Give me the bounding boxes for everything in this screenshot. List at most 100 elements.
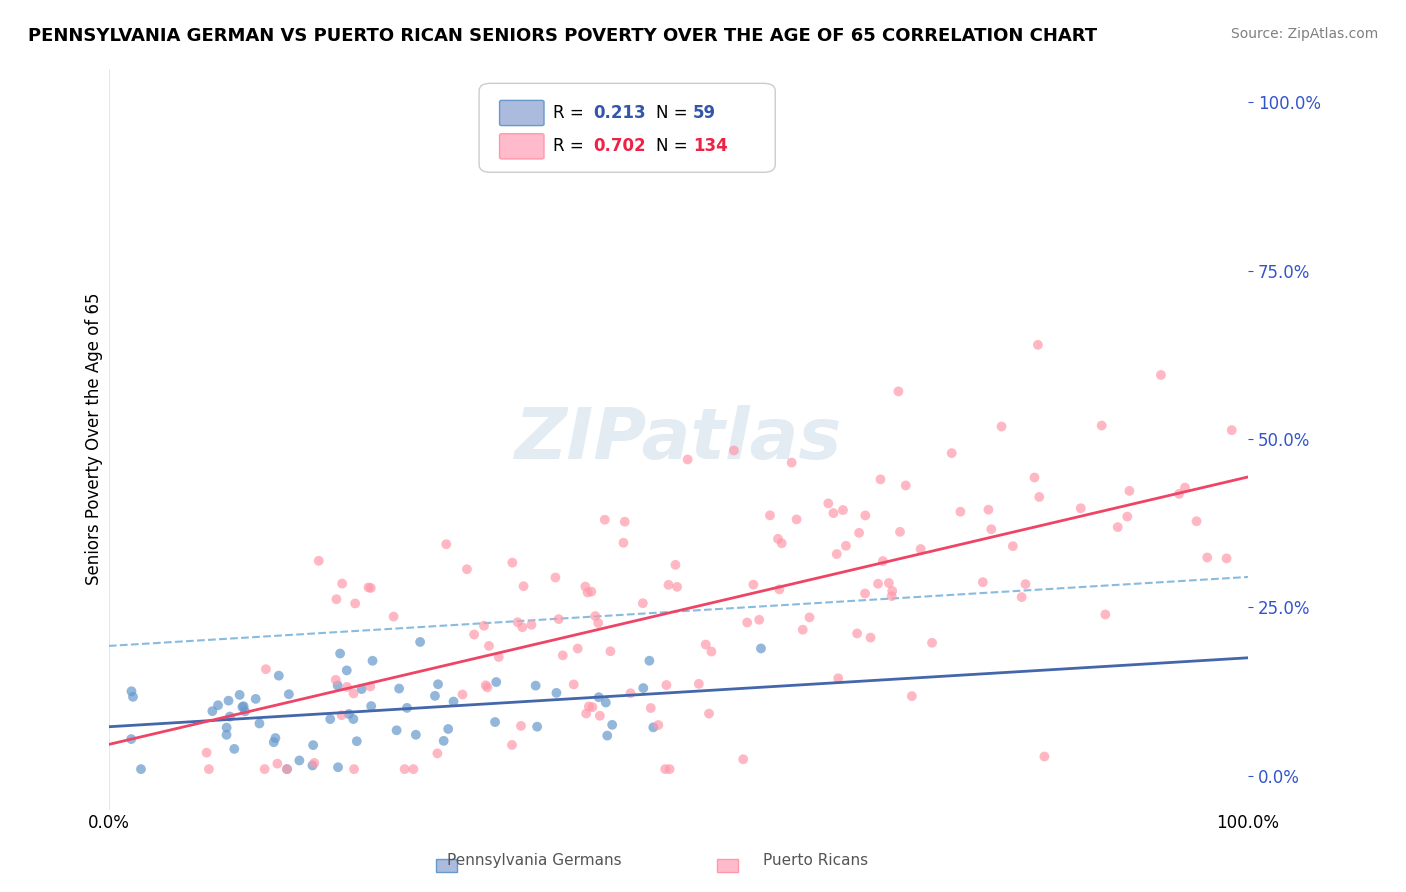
Puerto Ricans: [581, 700, 603, 714]
Puerto Ricans: [512, 579, 534, 593]
Puerto Ricans: [723, 443, 745, 458]
Text: 134: 134: [693, 137, 728, 155]
Puerto Ricans: [647, 718, 669, 732]
Puerto Ricans: [748, 613, 770, 627]
Puerto Ricans: [506, 615, 529, 630]
Puerto Ricans: [359, 680, 381, 694]
Puerto Ricans: [1024, 470, 1046, 484]
Puerto Ricans: [266, 756, 288, 771]
Pennsylvania Germans: [329, 647, 352, 661]
Puerto Ricans: [575, 706, 598, 721]
Puerto Ricans: [799, 610, 821, 624]
Puerto Ricans: [688, 677, 710, 691]
Text: R =: R =: [553, 137, 583, 155]
Puerto Ricans: [1197, 550, 1219, 565]
Puerto Ricans: [921, 636, 943, 650]
Text: PENNSYLVANIA GERMAN VS PUERTO RICAN SENIORS POVERTY OVER THE AGE OF 65 CORRELATI: PENNSYLVANIA GERMAN VS PUERTO RICAN SENI…: [28, 27, 1097, 45]
Puerto Ricans: [253, 762, 276, 776]
Puerto Ricans: [742, 577, 765, 591]
Puerto Ricans: [198, 762, 221, 776]
Puerto Ricans: [848, 525, 870, 540]
Puerto Ricans: [593, 513, 616, 527]
Pennsylvania Germans: [427, 677, 450, 691]
Puerto Ricans: [586, 615, 609, 630]
Puerto Ricans: [477, 681, 499, 695]
Puerto Ricans: [882, 583, 904, 598]
Pennsylvania Germans: [600, 718, 623, 732]
Pennsylvania Germans: [336, 664, 359, 678]
Puerto Ricans: [1070, 501, 1092, 516]
Puerto Ricans: [544, 570, 567, 584]
Puerto Ricans: [1094, 607, 1116, 622]
Pennsylvania Germans: [643, 720, 665, 734]
Puerto Ricans: [344, 597, 367, 611]
Puerto Ricans: [990, 419, 1012, 434]
Pennsylvania Germans: [337, 706, 360, 721]
Puerto Ricans: [612, 535, 634, 549]
Puerto Ricans: [581, 584, 603, 599]
Pennsylvania Germans: [224, 742, 246, 756]
Puerto Ricans: [887, 384, 910, 399]
Puerto Ricans: [664, 558, 686, 572]
Puerto Ricans: [619, 686, 641, 700]
Pennsylvania Germans: [409, 635, 432, 649]
Puerto Ricans: [520, 617, 543, 632]
Puerto Ricans: [972, 575, 994, 590]
Pennsylvania Germans: [326, 678, 349, 692]
Puerto Ricans: [1001, 539, 1024, 553]
Puerto Ricans: [770, 536, 793, 550]
Puerto Ricans: [853, 586, 876, 600]
Puerto Ricans: [501, 556, 523, 570]
Puerto Ricans: [695, 638, 717, 652]
Puerto Ricans: [501, 738, 523, 752]
Puerto Ricans: [478, 639, 501, 653]
Pennsylvania Germans: [207, 698, 229, 713]
Puerto Ricans: [880, 589, 903, 603]
Text: ZIPatlas: ZIPatlas: [515, 405, 842, 474]
Puerto Ricans: [977, 502, 1000, 516]
Pennsylvania Germans: [346, 734, 368, 748]
Puerto Ricans: [343, 762, 366, 776]
Puerto Ricans: [655, 678, 678, 692]
Pennsylvania Germans: [485, 675, 508, 690]
Pennsylvania Germans: [526, 720, 548, 734]
Puerto Ricans: [308, 554, 330, 568]
Puerto Ricans: [676, 452, 699, 467]
Puerto Ricans: [825, 547, 848, 561]
Pennsylvania Germans: [524, 679, 547, 693]
Pennsylvania Germans: [484, 714, 506, 729]
Puerto Ricans: [434, 537, 457, 551]
Puerto Ricans: [697, 706, 720, 721]
Puerto Ricans: [735, 615, 758, 630]
Puerto Ricans: [786, 512, 808, 526]
Puerto Ricans: [583, 609, 606, 624]
Puerto Ricans: [759, 508, 782, 523]
Pennsylvania Germans: [596, 729, 619, 743]
Puerto Ricans: [1091, 418, 1114, 433]
Pennsylvania Germans: [219, 709, 242, 723]
Pennsylvania Germans: [228, 688, 250, 702]
Pennsylvania Germans: [326, 760, 349, 774]
Text: Puerto Ricans: Puerto Ricans: [763, 854, 868, 868]
Puerto Ricans: [456, 562, 478, 576]
Puerto Ricans: [792, 623, 814, 637]
Puerto Ricans: [657, 578, 679, 592]
Pennsylvania Germans: [263, 735, 285, 749]
Puerto Ricans: [868, 576, 890, 591]
Puerto Ricans: [859, 631, 882, 645]
Pennsylvania Germans: [264, 731, 287, 745]
Puerto Ricans: [768, 582, 790, 597]
Puerto Ricans: [330, 576, 353, 591]
Puerto Ricans: [574, 580, 596, 594]
Pennsylvania Germans: [423, 689, 446, 703]
Puerto Ricans: [869, 472, 891, 486]
Pennsylvania Germans: [120, 732, 142, 747]
Text: N =: N =: [655, 137, 688, 155]
Pennsylvania Germans: [388, 681, 411, 696]
Pennsylvania Germans: [233, 704, 256, 718]
Pennsylvania Germans: [121, 684, 143, 698]
Puerto Ricans: [872, 554, 894, 568]
Puerto Ricans: [666, 580, 689, 594]
Puerto Ricans: [846, 626, 869, 640]
Text: Source: ZipAtlas.com: Source: ZipAtlas.com: [1230, 27, 1378, 41]
